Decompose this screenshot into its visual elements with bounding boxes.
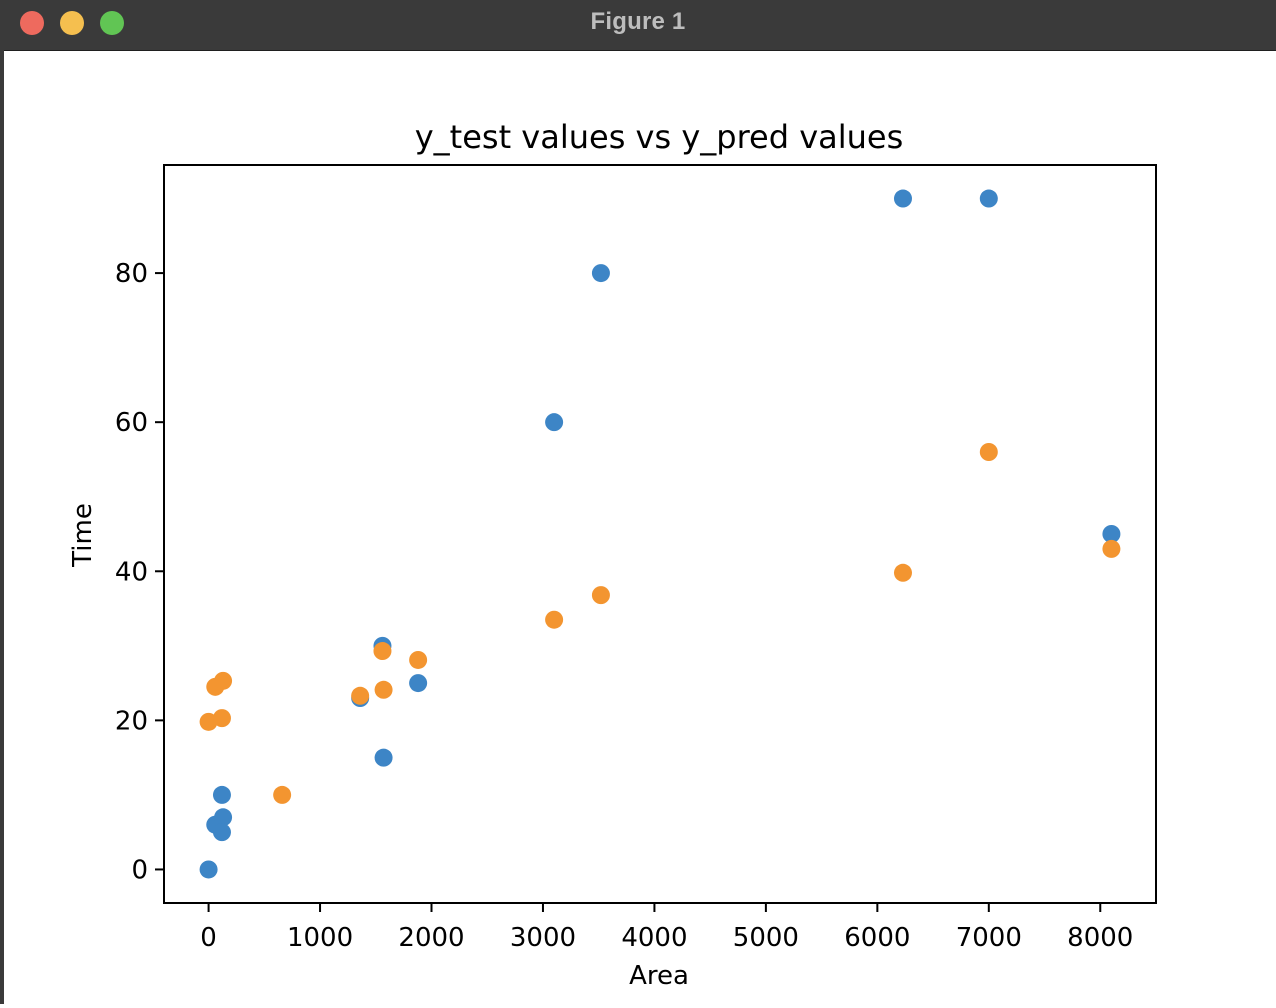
series-1: [199, 189, 1121, 879]
data-point: [273, 785, 292, 804]
data-point: [591, 586, 610, 605]
y-tick-label: 80: [115, 259, 148, 289]
x-tick-label: 0: [200, 923, 217, 953]
y-tick-label: 20: [115, 706, 148, 736]
data-point: [1102, 539, 1121, 558]
y-tick-label: 60: [115, 408, 148, 438]
data-point: [212, 785, 231, 804]
minimize-window-button[interactable]: [60, 11, 84, 35]
data-point: [214, 671, 233, 690]
data-point: [351, 686, 370, 705]
data-point: [373, 642, 392, 661]
x-tick-label: 2000: [398, 923, 464, 953]
data-point: [374, 680, 393, 699]
scatter-chart: y_test values vs y_pred values 0 20 40 60 80…: [68, 118, 1157, 991]
data-point: [212, 823, 231, 842]
data-point: [893, 563, 912, 582]
data-point: [591, 264, 610, 283]
y-axis-label: Time: [68, 503, 98, 568]
title-bar[interactable]: Figure 1: [0, 0, 1276, 51]
figure-canvas: y_test values vs y_pred values 0 20 40 60 80…: [4, 51, 1276, 1004]
y-axis: 0 20 40 60 80: [115, 259, 164, 885]
window-title: Figure 1: [590, 8, 686, 35]
data-point: [1102, 525, 1121, 543]
x-tick-label: 5000: [733, 923, 799, 953]
x-tick-label: 7000: [956, 923, 1022, 953]
data-points: [199, 189, 1121, 879]
close-window-button[interactable]: [20, 11, 44, 35]
data-point: [199, 860, 218, 879]
data-point: [212, 709, 231, 728]
x-tick-label: 4000: [621, 923, 687, 953]
x-tick-label: 3000: [510, 923, 576, 953]
window-left-edge: [0, 50, 4, 1004]
x-axis: 0 1000 2000 3000 4000 5000 6000 7000 8000: [200, 903, 1133, 953]
data-point: [374, 748, 393, 767]
y-tick-label: 40: [115, 557, 148, 587]
data-point: [893, 189, 912, 208]
data-point: [979, 443, 998, 461]
x-axis-label: Area: [629, 961, 689, 991]
y-tick-label: 0: [131, 855, 148, 885]
data-point: [979, 189, 998, 208]
data-point: [409, 674, 428, 693]
chart-title: y_test values vs y_pred values: [415, 118, 904, 156]
data-point: [214, 808, 233, 827]
data-point: [545, 610, 564, 629]
data-point: [409, 650, 428, 669]
plot-area: [163, 164, 1157, 904]
x-tick-label: 8000: [1067, 923, 1133, 953]
maximize-window-button[interactable]: [100, 11, 124, 35]
data-point: [545, 413, 564, 432]
series-2: [199, 443, 1121, 804]
x-tick-label: 1000: [287, 923, 353, 953]
x-tick-label: 6000: [844, 923, 910, 953]
